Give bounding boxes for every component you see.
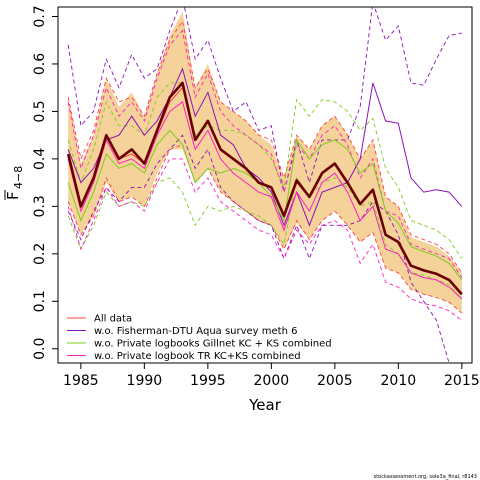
- x-tick-label-2010: 2010: [381, 373, 417, 389]
- y-tick-label-1: 0.1: [32, 290, 48, 312]
- legend-label-1: w.o. Fisherman-DTU Aqua survey meth 6: [94, 326, 297, 337]
- x-tick-label-1990: 1990: [127, 373, 163, 389]
- series-3-lower-line: [67, 158, 463, 321]
- y-tick-label-7: 0.7: [32, 5, 48, 27]
- series-0-lower-line: [67, 144, 463, 314]
- series-2-line: [67, 129, 463, 281]
- legend-label-0: All data: [94, 314, 132, 325]
- y-axis: 0.0 0.1 0.2 0.3 0.4 0.5 0.6 0.7: [32, 5, 58, 360]
- y-tick-label-3: 0.3: [32, 195, 48, 217]
- series-layer: [66, 7, 463, 363]
- series-2-upper-line: [67, 82, 463, 259]
- plot-frame: [57, 6, 473, 364]
- y-tick-label-4: 0.4: [32, 148, 48, 170]
- series-3-line: [67, 101, 463, 300]
- series-0-upper-line: [67, 20, 463, 274]
- y-tick-label-0: 0.0: [32, 338, 48, 360]
- y-axis-title: F 4−8: [4, 166, 25, 200]
- x-axis-title: Year: [248, 396, 282, 414]
- y-axis-title-main: F: [4, 191, 22, 200]
- series-1-upper-line: [67, 7, 462, 193]
- x-tick-label-2015: 2015: [444, 373, 480, 389]
- x-tick-label-1985: 1985: [63, 373, 99, 389]
- y-tick-label-5: 0.5: [32, 100, 48, 122]
- x-tick-label-2005: 2005: [317, 373, 353, 389]
- y-axis-title-sub: 4−8: [12, 166, 25, 189]
- confidence-band: [68, 11, 462, 314]
- confidence-band-layer: [68, 11, 462, 314]
- x-tick-label-1995: 1995: [190, 373, 226, 389]
- y-tick-label-6: 0.6: [32, 53, 48, 75]
- series-2-lower-line: [67, 176, 463, 300]
- x-tick-label-2000: 2000: [254, 373, 290, 389]
- legend-label-3: w.o. Private logbook TR KC+KS combined: [94, 351, 301, 362]
- series-3-upper-line: [67, 29, 463, 278]
- footer-credit: stockassessment.org, sole3a_final, r8143: [374, 474, 477, 480]
- x-axis: 1985 1990 1995 2000 2005 2010 2015: [63, 363, 480, 389]
- estimate-line: [66, 81, 463, 296]
- legend-label-2: w.o. Private logbooks Gillnet KC + KS co…: [94, 339, 332, 350]
- series-1-lower-line: [67, 134, 450, 363]
- y-tick-label-2: 0.2: [32, 243, 48, 265]
